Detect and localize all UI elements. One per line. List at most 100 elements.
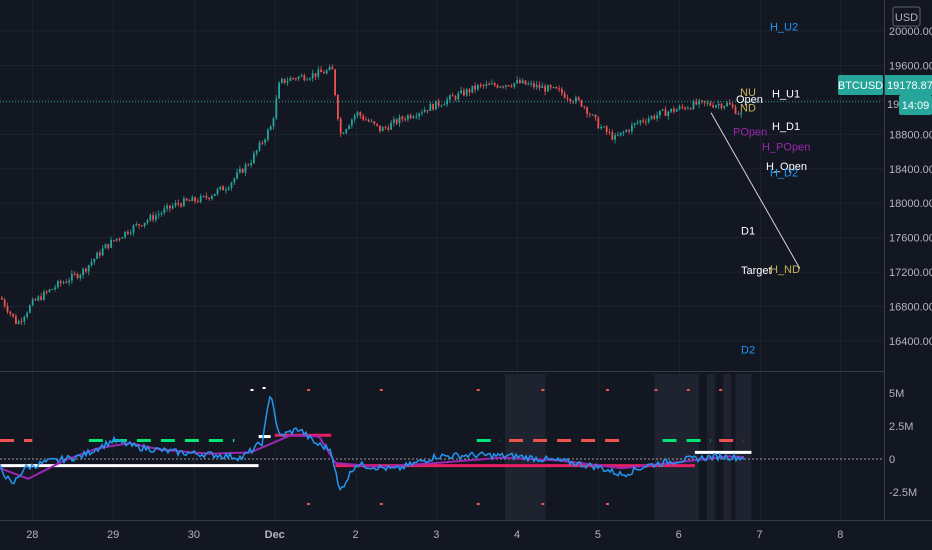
candle-body — [421, 112, 423, 114]
candle-body — [381, 127, 384, 132]
level-label-h_popen: H_POpen — [762, 141, 810, 153]
candle-body — [127, 231, 129, 234]
candle-body — [348, 125, 350, 130]
candle-body — [197, 201, 199, 203]
candle-body — [440, 105, 443, 107]
candle-body — [698, 100, 700, 105]
candle-body — [409, 115, 412, 118]
candle-body — [311, 73, 314, 79]
currency-button[interactable]: USD — [892, 6, 921, 27]
candle-body — [675, 109, 678, 112]
indicator-tick-labels: 5M 2.5M 0 -2.5M — [889, 388, 917, 499]
shaded-range — [505, 374, 546, 520]
time-tick-label: 28 — [26, 529, 38, 541]
candle-body — [493, 83, 496, 86]
marker-dot — [654, 389, 658, 391]
candle-body — [533, 83, 535, 88]
candle-body — [29, 305, 31, 313]
candle-body — [636, 122, 639, 124]
candlestick-series — [1, 64, 742, 326]
level-label-h_nd: H_ND — [770, 264, 800, 276]
shaded-range — [707, 374, 716, 520]
candle-body — [482, 85, 485, 87]
marker-dot — [541, 389, 545, 391]
candle-body — [275, 98, 278, 119]
indicator-tick-label: 2.5M — [889, 421, 913, 433]
candle-body — [261, 142, 264, 144]
candle-body — [297, 76, 300, 80]
candle-body — [457, 93, 460, 100]
candle-body — [26, 312, 28, 318]
vertical-gridlines — [32, 0, 841, 371]
candle-body — [283, 78, 286, 83]
time-axis[interactable]: 28 29 30 Dec 2 3 4 5 6 7 8 — [0, 520, 932, 542]
marker-dot — [379, 389, 383, 391]
candle-body — [99, 252, 101, 256]
candle-body — [278, 82, 280, 99]
candle-body — [661, 109, 664, 111]
candle-body — [59, 281, 62, 284]
candle-body — [135, 224, 138, 226]
candle-body — [737, 113, 740, 115]
candle-body — [163, 208, 166, 213]
candle-body — [57, 281, 59, 288]
indicator-tick-label: 0 — [889, 454, 895, 466]
candle-body — [418, 113, 420, 117]
candle-body — [213, 193, 216, 197]
candle-body — [569, 98, 572, 102]
candle-body — [404, 119, 406, 121]
price-tick-label: 20000.00 — [889, 26, 932, 38]
candle-body — [54, 287, 56, 290]
currency-label: USD — [895, 12, 918, 24]
candle-body — [101, 248, 104, 256]
price-tick-label: 18800.00 — [889, 129, 932, 141]
candle-body — [527, 83, 530, 85]
candle-body — [3, 299, 6, 306]
candle-body — [222, 186, 224, 191]
candle-body — [555, 86, 558, 89]
candle-body — [199, 196, 202, 202]
shaded-range — [723, 374, 732, 520]
candle-body — [524, 80, 527, 85]
level-label-nd: ND — [740, 103, 756, 115]
level-label-d2: D2 — [741, 345, 755, 357]
candle-body — [104, 244, 107, 249]
candle-body — [521, 80, 524, 84]
candle-body — [325, 70, 328, 74]
candle-body — [717, 104, 720, 106]
candle-body — [449, 95, 451, 100]
candle-body — [250, 163, 252, 166]
candle-body — [471, 85, 474, 93]
candle-body — [594, 114, 597, 118]
candle-body — [90, 261, 93, 266]
candle-body — [166, 205, 168, 209]
candle-body — [538, 84, 541, 89]
candle-body — [295, 78, 297, 80]
level-label-h_u1: H_U1 — [772, 88, 800, 100]
candle-body — [701, 100, 703, 102]
partial-price-label: 19 — [887, 99, 899, 111]
indicator-pane[interactable] — [0, 372, 882, 520]
candle-body — [505, 85, 507, 87]
time-tick-label: 29 — [107, 529, 119, 541]
candle-body — [149, 215, 152, 221]
candle-body — [454, 96, 457, 100]
candle-body — [239, 168, 241, 173]
shaded-ranges — [505, 374, 752, 520]
projection-line[interactable] — [710, 112, 801, 269]
candle-body — [1, 297, 3, 300]
candle-body — [631, 124, 633, 132]
indicator-tick-label: -2.5M — [889, 487, 917, 499]
candle-body — [345, 129, 348, 134]
time-tick-label: 30 — [188, 529, 200, 541]
candle-body — [317, 69, 320, 77]
currency-button-border — [892, 6, 921, 27]
price-tick-label: 17200.00 — [889, 267, 932, 279]
candle-body — [712, 105, 714, 108]
candle-body — [628, 130, 630, 132]
candle-body — [45, 291, 48, 293]
candle-body — [423, 109, 426, 113]
